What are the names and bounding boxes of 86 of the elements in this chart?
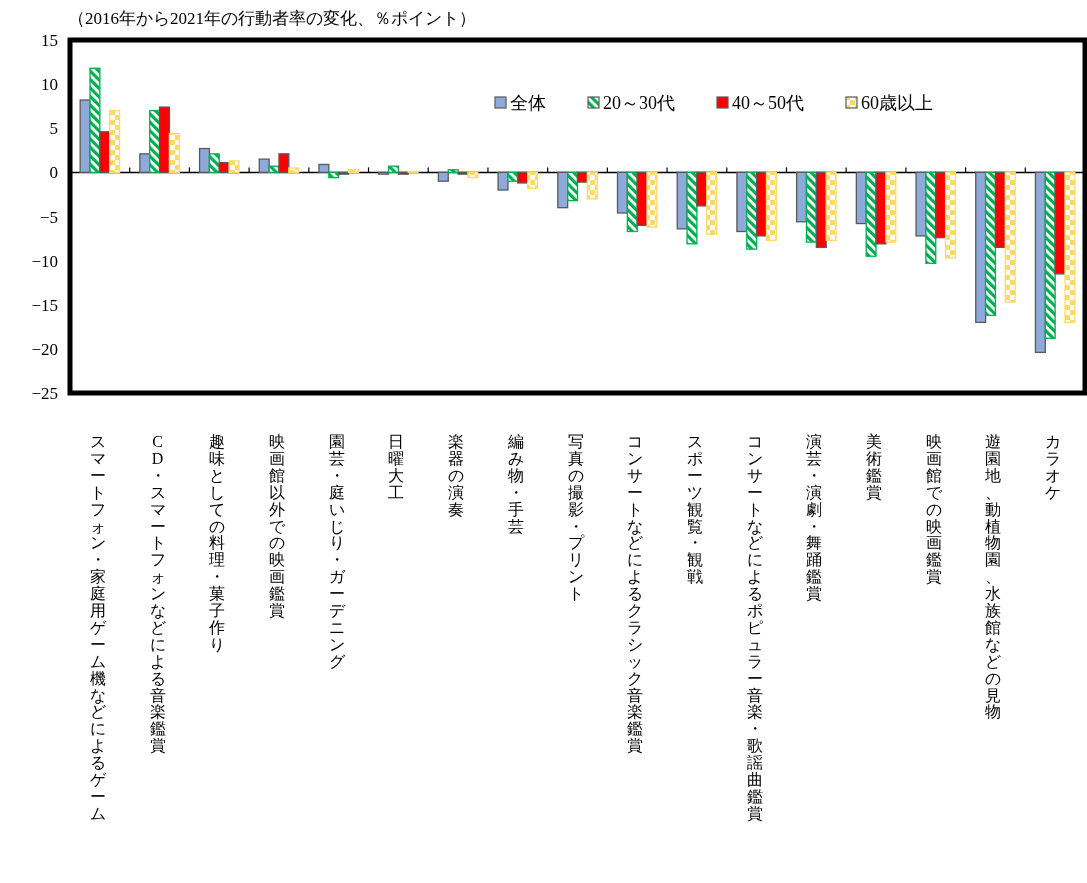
y-tick-label: −15	[31, 295, 58, 315]
x-tick-label: 編み物・手芸	[506, 433, 524, 535]
bar	[755, 171, 768, 237]
bar	[139, 153, 151, 174]
bar	[228, 160, 240, 174]
legend-item: 40～50代	[716, 93, 804, 113]
category-label: スポーツ観覧・観戦	[686, 433, 703, 586]
bar	[208, 153, 220, 174]
bar	[89, 67, 101, 174]
y-tick-label: 5	[49, 119, 58, 139]
bar	[467, 171, 479, 179]
bar	[915, 171, 927, 237]
legend-item: 20～30代	[587, 93, 675, 113]
bar	[447, 169, 459, 174]
category-label: コンサートなどによるクラシック音楽鑑賞	[627, 433, 644, 755]
category-label: 写真の撮影・プリント	[567, 433, 584, 603]
bar	[706, 171, 718, 235]
bar	[815, 171, 827, 249]
bar	[318, 163, 330, 174]
category-label: 園芸・庭いじり・ガーデニング	[328, 433, 345, 670]
category-label: スマートフォン・家庭用ゲーム機などによるゲーム	[89, 433, 106, 822]
bar	[586, 171, 598, 200]
x-tick-label: 美術鑑賞	[866, 433, 883, 501]
bar	[1054, 171, 1066, 275]
bar	[626, 171, 638, 233]
x-tick-label: カラオケ	[1045, 433, 1062, 501]
bar	[885, 171, 897, 243]
y-tick-label: −25	[31, 384, 58, 403]
category-label: CD・スマートフォンなどによる音楽鑑賞	[149, 433, 166, 755]
legend-label: 20～30代	[603, 93, 675, 113]
category-label: 映画館以外での映画鑑賞	[268, 433, 285, 619]
bar	[507, 171, 519, 182]
bar	[288, 167, 300, 174]
y-axis-title: （2016年から2021年の行動者率の変化、％ポイント）	[68, 9, 476, 28]
y-tick-label: −5	[39, 207, 58, 227]
category-label: 演芸・演劇・舞踊鑑賞	[806, 433, 823, 603]
bar	[387, 165, 400, 174]
bar	[925, 171, 937, 264]
bar	[984, 171, 997, 316]
bar	[158, 106, 171, 174]
x-tick-label: 日曜大工	[388, 433, 405, 501]
legend-item: 60歳以上	[845, 93, 933, 113]
bar	[557, 171, 569, 209]
bar	[975, 171, 987, 324]
category-label: 遊園地、動植物園、水族館などの見物	[985, 433, 1002, 721]
bar	[347, 169, 360, 174]
bar	[99, 131, 111, 174]
legend-label: 全体	[510, 93, 546, 113]
category-label: 映画館での映画鑑賞	[925, 433, 942, 586]
y-tick-label: 10	[41, 75, 58, 95]
bar	[576, 171, 588, 183]
bar	[1034, 171, 1046, 354]
bar	[168, 132, 180, 174]
legend-label: 60歳以上	[861, 93, 933, 113]
bar	[497, 171, 509, 191]
y-tick-label: 15	[41, 31, 58, 50]
bar	[567, 171, 579, 202]
legend-item: 全体	[494, 93, 546, 113]
bar	[437, 171, 449, 182]
bar	[1004, 171, 1016, 303]
legend-label: 40～50代	[732, 93, 804, 113]
bar	[746, 171, 758, 250]
x-tick-label: 楽器の演奏	[448, 433, 465, 518]
category-label: コンサートなどによるポピュラー音楽・歌謡曲鑑賞	[746, 433, 763, 822]
bar	[149, 109, 161, 174]
bar	[696, 171, 708, 207]
y-tick-label: 0	[49, 163, 58, 183]
y-tick-label: −20	[31, 339, 58, 359]
bar	[198, 147, 211, 174]
bar	[258, 158, 270, 174]
bar	[646, 171, 658, 228]
bar	[109, 109, 121, 174]
bar	[1064, 171, 1076, 324]
bar	[686, 171, 698, 245]
bar	[278, 153, 290, 174]
bar	[765, 171, 777, 241]
category-label: 趣味としての料理・菓子作り	[209, 433, 226, 653]
bar	[875, 171, 887, 245]
bar	[805, 171, 817, 243]
bar	[994, 171, 1006, 249]
bar	[944, 171, 957, 259]
bar	[527, 171, 539, 189]
bar	[825, 171, 837, 241]
y-tick-label: −10	[31, 251, 58, 271]
bar	[517, 171, 529, 184]
bar	[616, 171, 628, 214]
